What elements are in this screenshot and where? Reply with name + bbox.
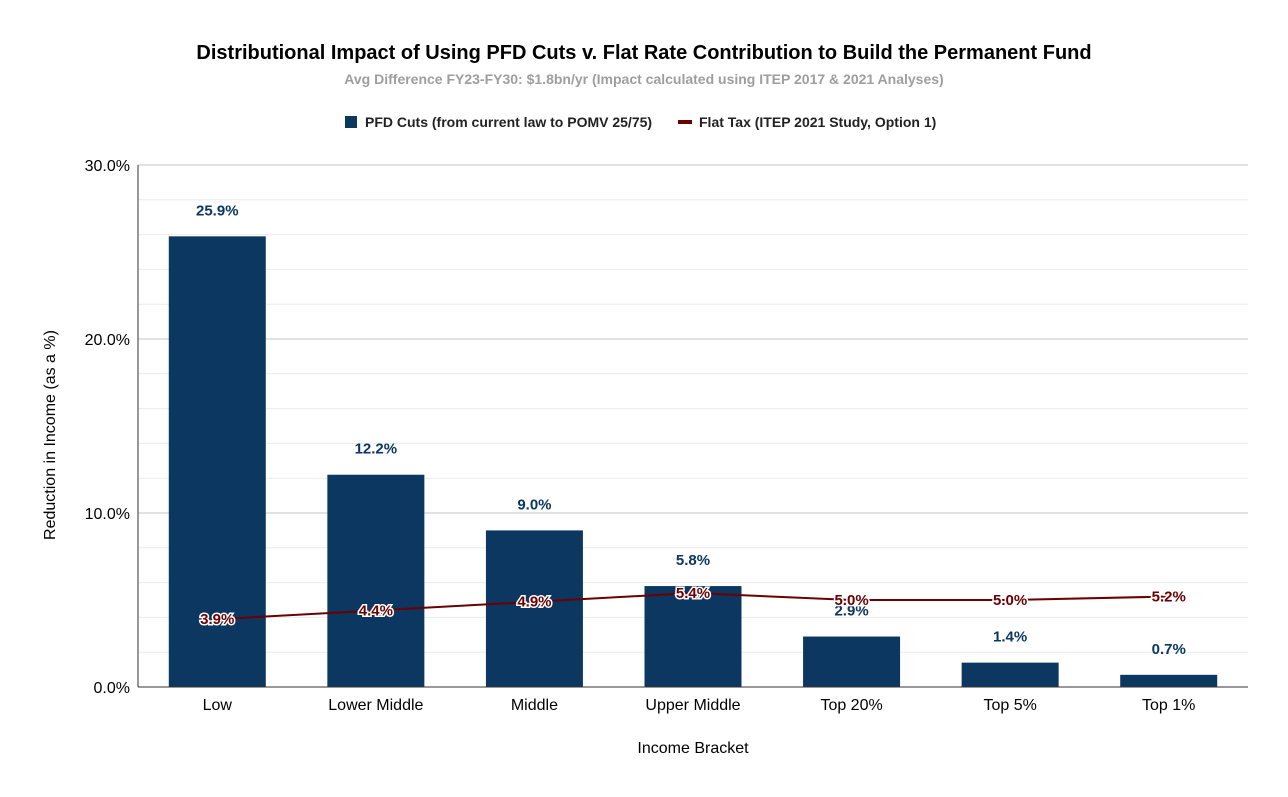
y-axis-ticks: 0.0% 10.0% 20.0% 30.0% (85, 158, 130, 697)
line-data-label: 5.4% (676, 585, 710, 602)
chart-title: Distributional Impact of Using PFD Cuts … (196, 42, 1091, 64)
x-tick-label: Middle (511, 697, 558, 714)
bar-data-label: 2.9% (834, 603, 868, 620)
x-tick-label: Low (203, 697, 233, 714)
bar-data-label: 0.7% (1152, 641, 1186, 658)
bar (961, 662, 1059, 687)
x-axis-ticks: Low Lower Middle Middle Upper Middle Top 20%… (203, 697, 1196, 714)
y-tick-label: 10.0% (85, 506, 130, 523)
bar (1120, 674, 1218, 687)
axes (137, 165, 1248, 688)
x-tick-label: Top 20% (820, 697, 882, 714)
bar (168, 236, 266, 687)
y-tick-label: 20.0% (85, 332, 130, 349)
chart-subtitle: Avg Difference FY23-FY30: $1.8bn/yr (Imp… (344, 71, 943, 87)
bar (644, 586, 742, 687)
bar (327, 474, 425, 687)
bar-series: 25.9% 12.2% 9.0% 5.8% 2.9% 1.4% 0.7% (168, 202, 1218, 687)
x-tick-label: Upper Middle (645, 697, 740, 714)
bar-data-label: 1.4% (993, 629, 1027, 646)
line-data-label: 4.9% (517, 594, 551, 611)
line-series: 3.9% 4.4% 4.9% 5.4% 5.0% 5.0% 5.2% (199, 584, 1188, 630)
line-data-label: 3.9% (200, 611, 234, 628)
x-tick-label: Top 1% (1142, 697, 1195, 714)
line-data-label: 5.0% (834, 592, 868, 609)
legend-label-pfd-cuts: PFD Cuts (from current law to POMV 25/75… (365, 114, 652, 130)
bar-data-label: 12.2% (355, 441, 398, 458)
bar-data-label: 5.8% (676, 552, 710, 569)
legend-label-flat-tax: Flat Tax (ITEP 2021 Study, Option 1) (699, 114, 936, 130)
x-axis-title: Income Bracket (637, 740, 749, 757)
bar (485, 530, 583, 687)
y-tick-label: 30.0% (85, 158, 130, 175)
flat-tax-line (217, 592, 1169, 621)
line-data-label: 4.4% (359, 602, 393, 619)
bar-data-label: 25.9% (196, 202, 239, 219)
gridlines (138, 164, 1248, 653)
x-tick-label: Top 5% (983, 697, 1036, 714)
y-tick-label: 0.0% (94, 680, 130, 697)
legend: PFD Cuts (from current law to POMV 25/75… (345, 114, 936, 130)
line-data-label: 5.0% (993, 592, 1027, 609)
bar-data-label: 9.0% (517, 496, 551, 513)
legend-swatch-pfd-cuts (345, 116, 357, 128)
legend-swatch-flat-tax (678, 120, 692, 124)
line-data-label: 5.2% (1152, 589, 1186, 606)
bar (803, 636, 901, 687)
x-tick-label: Lower Middle (328, 697, 423, 714)
y-axis-title: Reduction in Income (as a %) (42, 330, 59, 540)
